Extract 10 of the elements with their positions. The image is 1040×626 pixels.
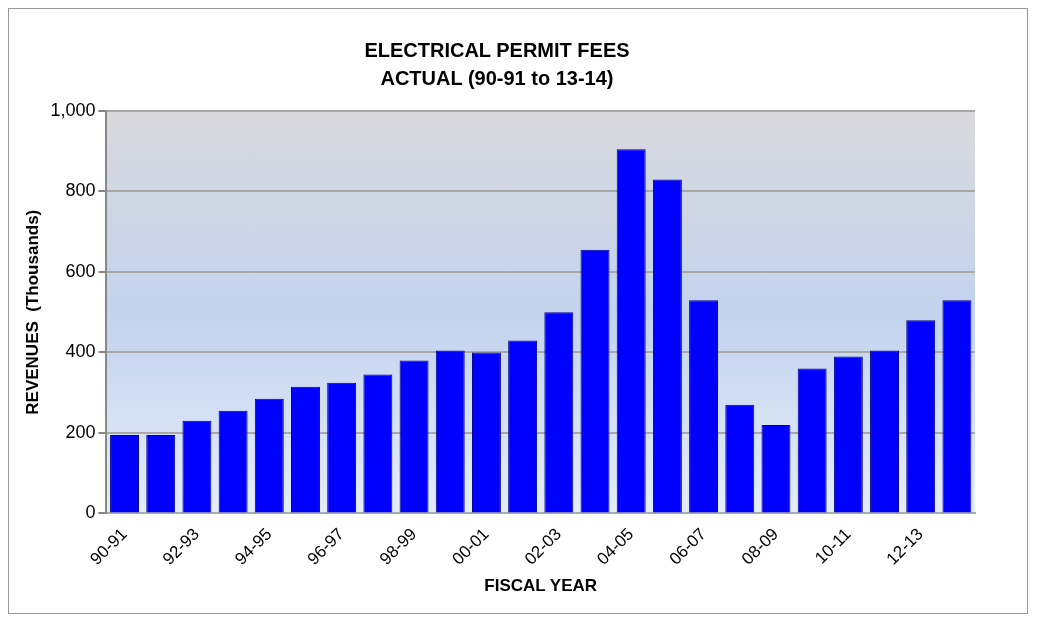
chart-subtitle: ACTUAL (90-91 to 13-14)	[380, 66, 614, 89]
y-tick-label: 400	[65, 341, 96, 362]
y-tick-label: 200	[65, 421, 96, 442]
y-tick-label: 0	[85, 502, 96, 523]
y-tick-label: 800	[65, 180, 96, 201]
chart-title: ELECTRICAL PERMIT FEES	[364, 38, 630, 61]
y-tick-label: 1,000	[50, 99, 96, 120]
x-axis-title: FISCAL YEAR	[484, 576, 598, 596]
y-tick-label: 600	[65, 260, 96, 281]
y-axis-title: REVENUES (Thousands)	[22, 209, 42, 415]
